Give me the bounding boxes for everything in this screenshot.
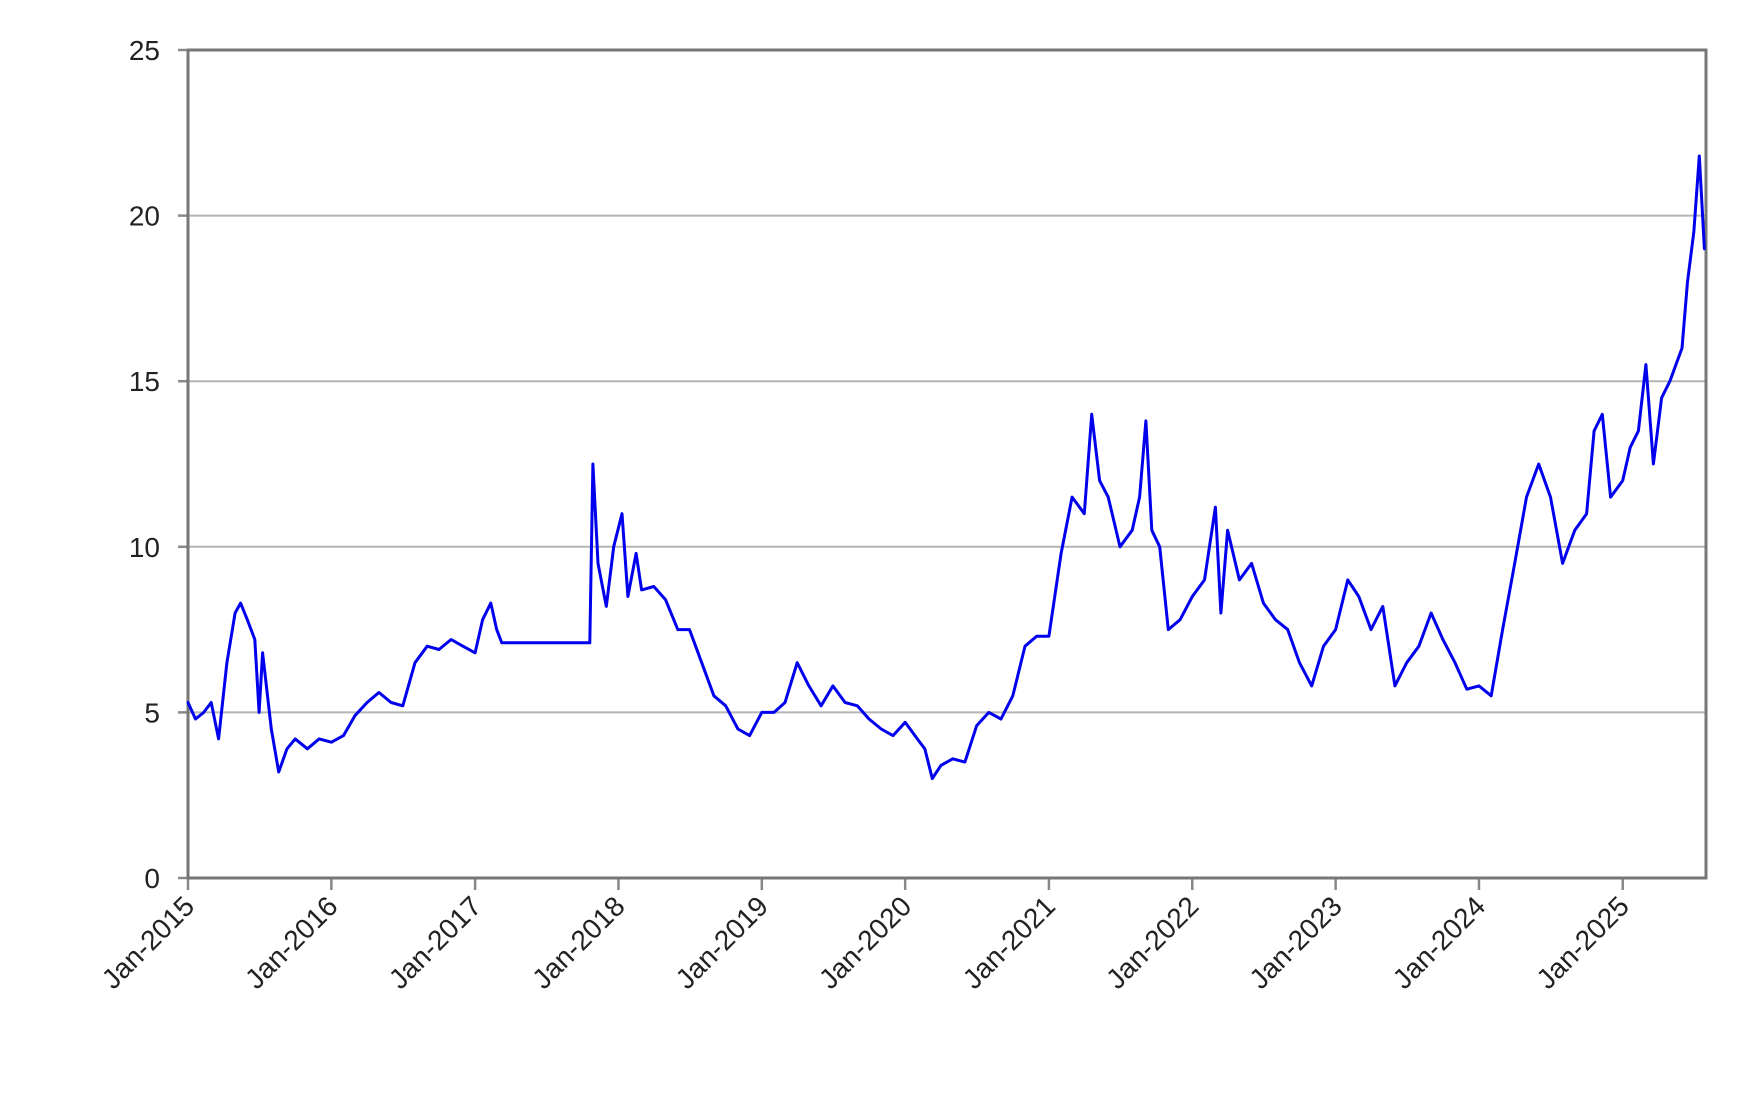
x-tick-label: Jan-2015 (96, 890, 200, 994)
x-tick-label: Jan-2021 (957, 890, 1061, 994)
y-tick-label: 10 (129, 532, 160, 563)
y-axis-tick-labels: 0 5 10 15 20 25 (129, 35, 160, 894)
x-tick-label: Jan-2020 (813, 890, 917, 994)
x-tick-label: Jan-2023 (1243, 890, 1347, 994)
y-tick-label: 0 (144, 863, 160, 894)
x-tick-label: Jan-2024 (1387, 890, 1491, 994)
x-tick-label: Jan-2022 (1100, 890, 1204, 994)
plot-area-frame (186, 48, 1708, 880)
x-tick-label: Jan-2025 (1530, 890, 1634, 994)
series-lines (186, 154, 1706, 781)
x-tick-label: Jan-2018 (526, 890, 630, 994)
x-tick-label: Jan-2019 (670, 890, 774, 994)
x-tick-label: Jan-2017 (383, 890, 487, 994)
y-tick-label: 25 (129, 35, 160, 66)
y-tick-label: 20 (129, 201, 160, 232)
y-tick-label: 5 (144, 697, 160, 728)
x-axis-tick-labels: Jan-2015 Jan-2016 Jan-2017 Jan-2018 Jan-2019… (96, 890, 1635, 994)
x-tick-label: Jan-2016 (239, 890, 343, 994)
y-tick-label: 15 (129, 366, 160, 397)
series-line (186, 154, 1706, 781)
